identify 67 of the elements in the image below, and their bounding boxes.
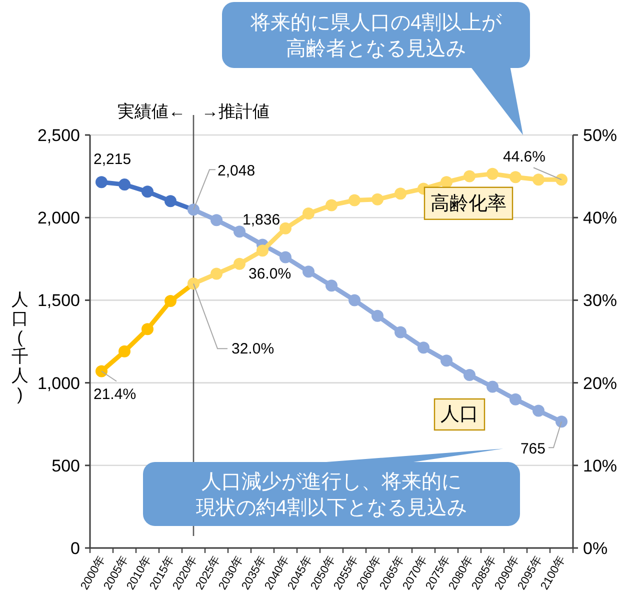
y-tick-label: 1,000 (37, 374, 80, 393)
y-tick-label: 1,500 (37, 291, 80, 310)
y2-tick-label: 20% (583, 374, 618, 393)
point (188, 278, 200, 290)
data-label: 1,836 (242, 212, 280, 229)
point (440, 354, 452, 367)
point (210, 214, 222, 226)
point (118, 178, 130, 191)
point (96, 365, 108, 378)
point (326, 199, 338, 212)
point (302, 207, 314, 220)
y-tick-label: 2,000 (37, 208, 80, 228)
point (556, 174, 568, 186)
point (464, 170, 476, 182)
point (532, 404, 544, 417)
point (96, 176, 108, 188)
point (256, 244, 268, 257)
y2-tick-label: 10% (583, 456, 618, 476)
point (326, 280, 338, 292)
y2-tick-label: 40% (583, 208, 618, 228)
point (142, 323, 154, 336)
y2-tick-label: 50% (583, 126, 618, 145)
point (234, 226, 246, 238)
point (302, 266, 314, 278)
point (418, 342, 430, 354)
point (234, 258, 246, 270)
point (394, 326, 406, 338)
data-label: 32.0% (232, 340, 274, 358)
data-label: 2,048 (218, 162, 256, 180)
point (280, 222, 292, 234)
series-label: 高齢化率 (430, 192, 506, 214)
callout: 人口減少が進行し、将来的に現状の約4割以下となる見込み (143, 448, 520, 526)
y-axis-title: 人口(千人) (12, 290, 28, 404)
text: →推計値 (202, 102, 270, 121)
point (510, 393, 522, 406)
point (464, 369, 476, 382)
data-label: 2,215 (94, 151, 132, 168)
point (486, 168, 498, 180)
point (532, 174, 544, 186)
data-label: 765 (520, 440, 546, 458)
y-tick-label: 2,500 (37, 126, 80, 145)
y-tick-label: 500 (52, 456, 80, 476)
y2-tick-label: 30% (583, 291, 618, 310)
data-label: 44.6% (502, 148, 546, 166)
point (372, 310, 384, 322)
point (280, 251, 292, 264)
y-tick-label: 0 (70, 539, 80, 558)
point (486, 380, 498, 393)
point (188, 204, 200, 216)
point (556, 416, 568, 428)
text: 実績値← (118, 102, 186, 121)
point (394, 188, 406, 200)
annotation: 人口減少が進行し、将来的に現状の約4割以下となる見込み (196, 471, 468, 519)
point (510, 171, 522, 184)
point (164, 195, 176, 208)
point (142, 186, 154, 198)
data-label: 36.0% (248, 266, 292, 283)
point (372, 193, 384, 206)
point (164, 295, 176, 308)
point (210, 268, 222, 280)
point (348, 294, 360, 306)
point (118, 345, 130, 358)
y2-tick-label: 0% (583, 539, 608, 558)
data-label: 21.4% (94, 386, 136, 404)
point (440, 176, 452, 188)
point (348, 194, 360, 206)
series-label: 人口 (440, 404, 478, 425)
